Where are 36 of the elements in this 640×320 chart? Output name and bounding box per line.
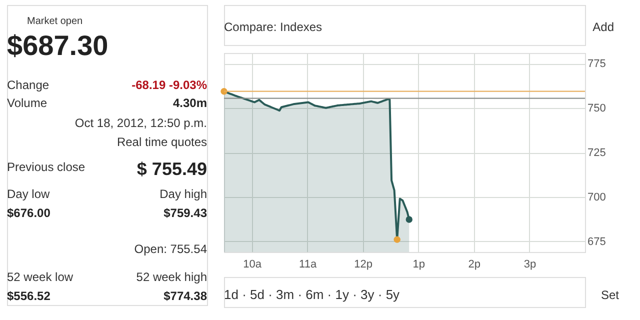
text: 52 week high bbox=[136, 270, 207, 284]
x-tick-label: 3p bbox=[524, 258, 536, 270]
text: $676.00 bbox=[7, 206, 51, 220]
text: 1d · 5d · 3m · 6m · 1y · 3y · 5y bbox=[224, 287, 400, 302]
point bbox=[406, 216, 412, 223]
text: Volume bbox=[7, 96, 48, 110]
x-tick-label: 11a bbox=[299, 258, 318, 270]
y-tick-label: 700 bbox=[588, 191, 606, 204]
x-tick-label: 1p bbox=[412, 258, 426, 270]
text: -68.19 -9.03% bbox=[132, 78, 208, 92]
y-tick-label: 750 bbox=[588, 102, 606, 115]
x-tick-label: 12p bbox=[354, 258, 373, 270]
text: $759.43 bbox=[164, 206, 208, 220]
point bbox=[394, 236, 400, 243]
y-tick-label: 725 bbox=[588, 147, 606, 159]
y-tick-label: 675 bbox=[588, 236, 606, 248]
text: 4.30m bbox=[172, 96, 207, 110]
text: Oct 18, 2012, 12:50 p.m. bbox=[74, 116, 207, 130]
text: Day low bbox=[7, 187, 50, 201]
text: Set bbox=[600, 288, 620, 302]
text: $687.30 bbox=[7, 30, 108, 61]
text: Change bbox=[7, 78, 50, 92]
text: Market open bbox=[27, 16, 83, 27]
text: $ 755.49 bbox=[136, 159, 207, 179]
text: Day high bbox=[160, 187, 207, 201]
text: $774.38 bbox=[164, 289, 208, 303]
y-tick-label: 775 bbox=[588, 58, 606, 70]
text: Compare: Indexes bbox=[224, 20, 322, 34]
text: 52 week low bbox=[7, 270, 74, 284]
text: $556.52 bbox=[7, 289, 51, 303]
text: Open: 755.54 bbox=[134, 242, 208, 256]
text: Real time quotes bbox=[116, 135, 207, 149]
text: Previous close bbox=[7, 160, 86, 174]
text: Add bbox=[592, 20, 614, 34]
x-tick-label: 2p bbox=[468, 258, 481, 270]
x-tick-label: 10a bbox=[243, 258, 262, 270]
